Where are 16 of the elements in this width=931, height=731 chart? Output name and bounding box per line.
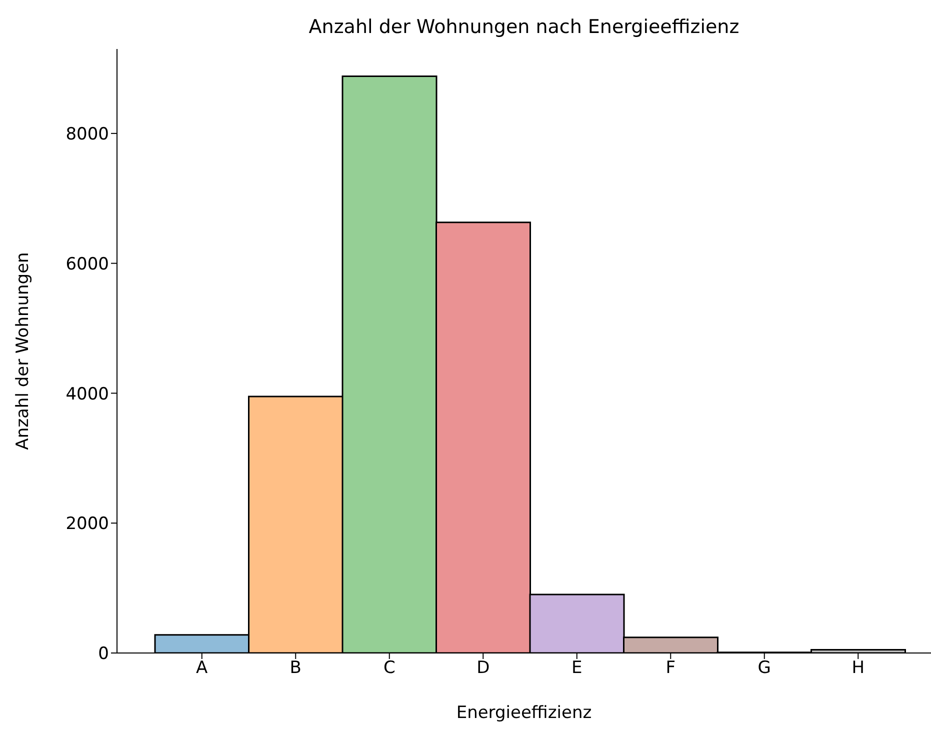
- y-tick-label: 4000: [66, 384, 109, 404]
- y-tick-label: 0: [98, 644, 109, 664]
- chart-title: Anzahl der Wohnungen nach Energieeffizienz: [308, 16, 740, 38]
- y-axis-title: Anzahl der Wohnungen: [13, 252, 34, 450]
- x-tick-label: E: [572, 658, 582, 678]
- y-tick-label: 2000: [66, 514, 109, 534]
- x-tick-label: A: [196, 658, 208, 678]
- y-tick-label: 6000: [66, 254, 109, 274]
- x-tick-label: G: [758, 658, 771, 678]
- x-tick-label: D: [476, 658, 490, 678]
- x-tick-label: C: [383, 658, 396, 678]
- x-axis-title: Energieeffizienz: [456, 703, 592, 723]
- x-tick-label: H: [852, 658, 865, 678]
- y-tick-label: 8000: [66, 124, 109, 144]
- x-tick-label: B: [290, 658, 302, 678]
- x-tick-label: F: [666, 658, 676, 678]
